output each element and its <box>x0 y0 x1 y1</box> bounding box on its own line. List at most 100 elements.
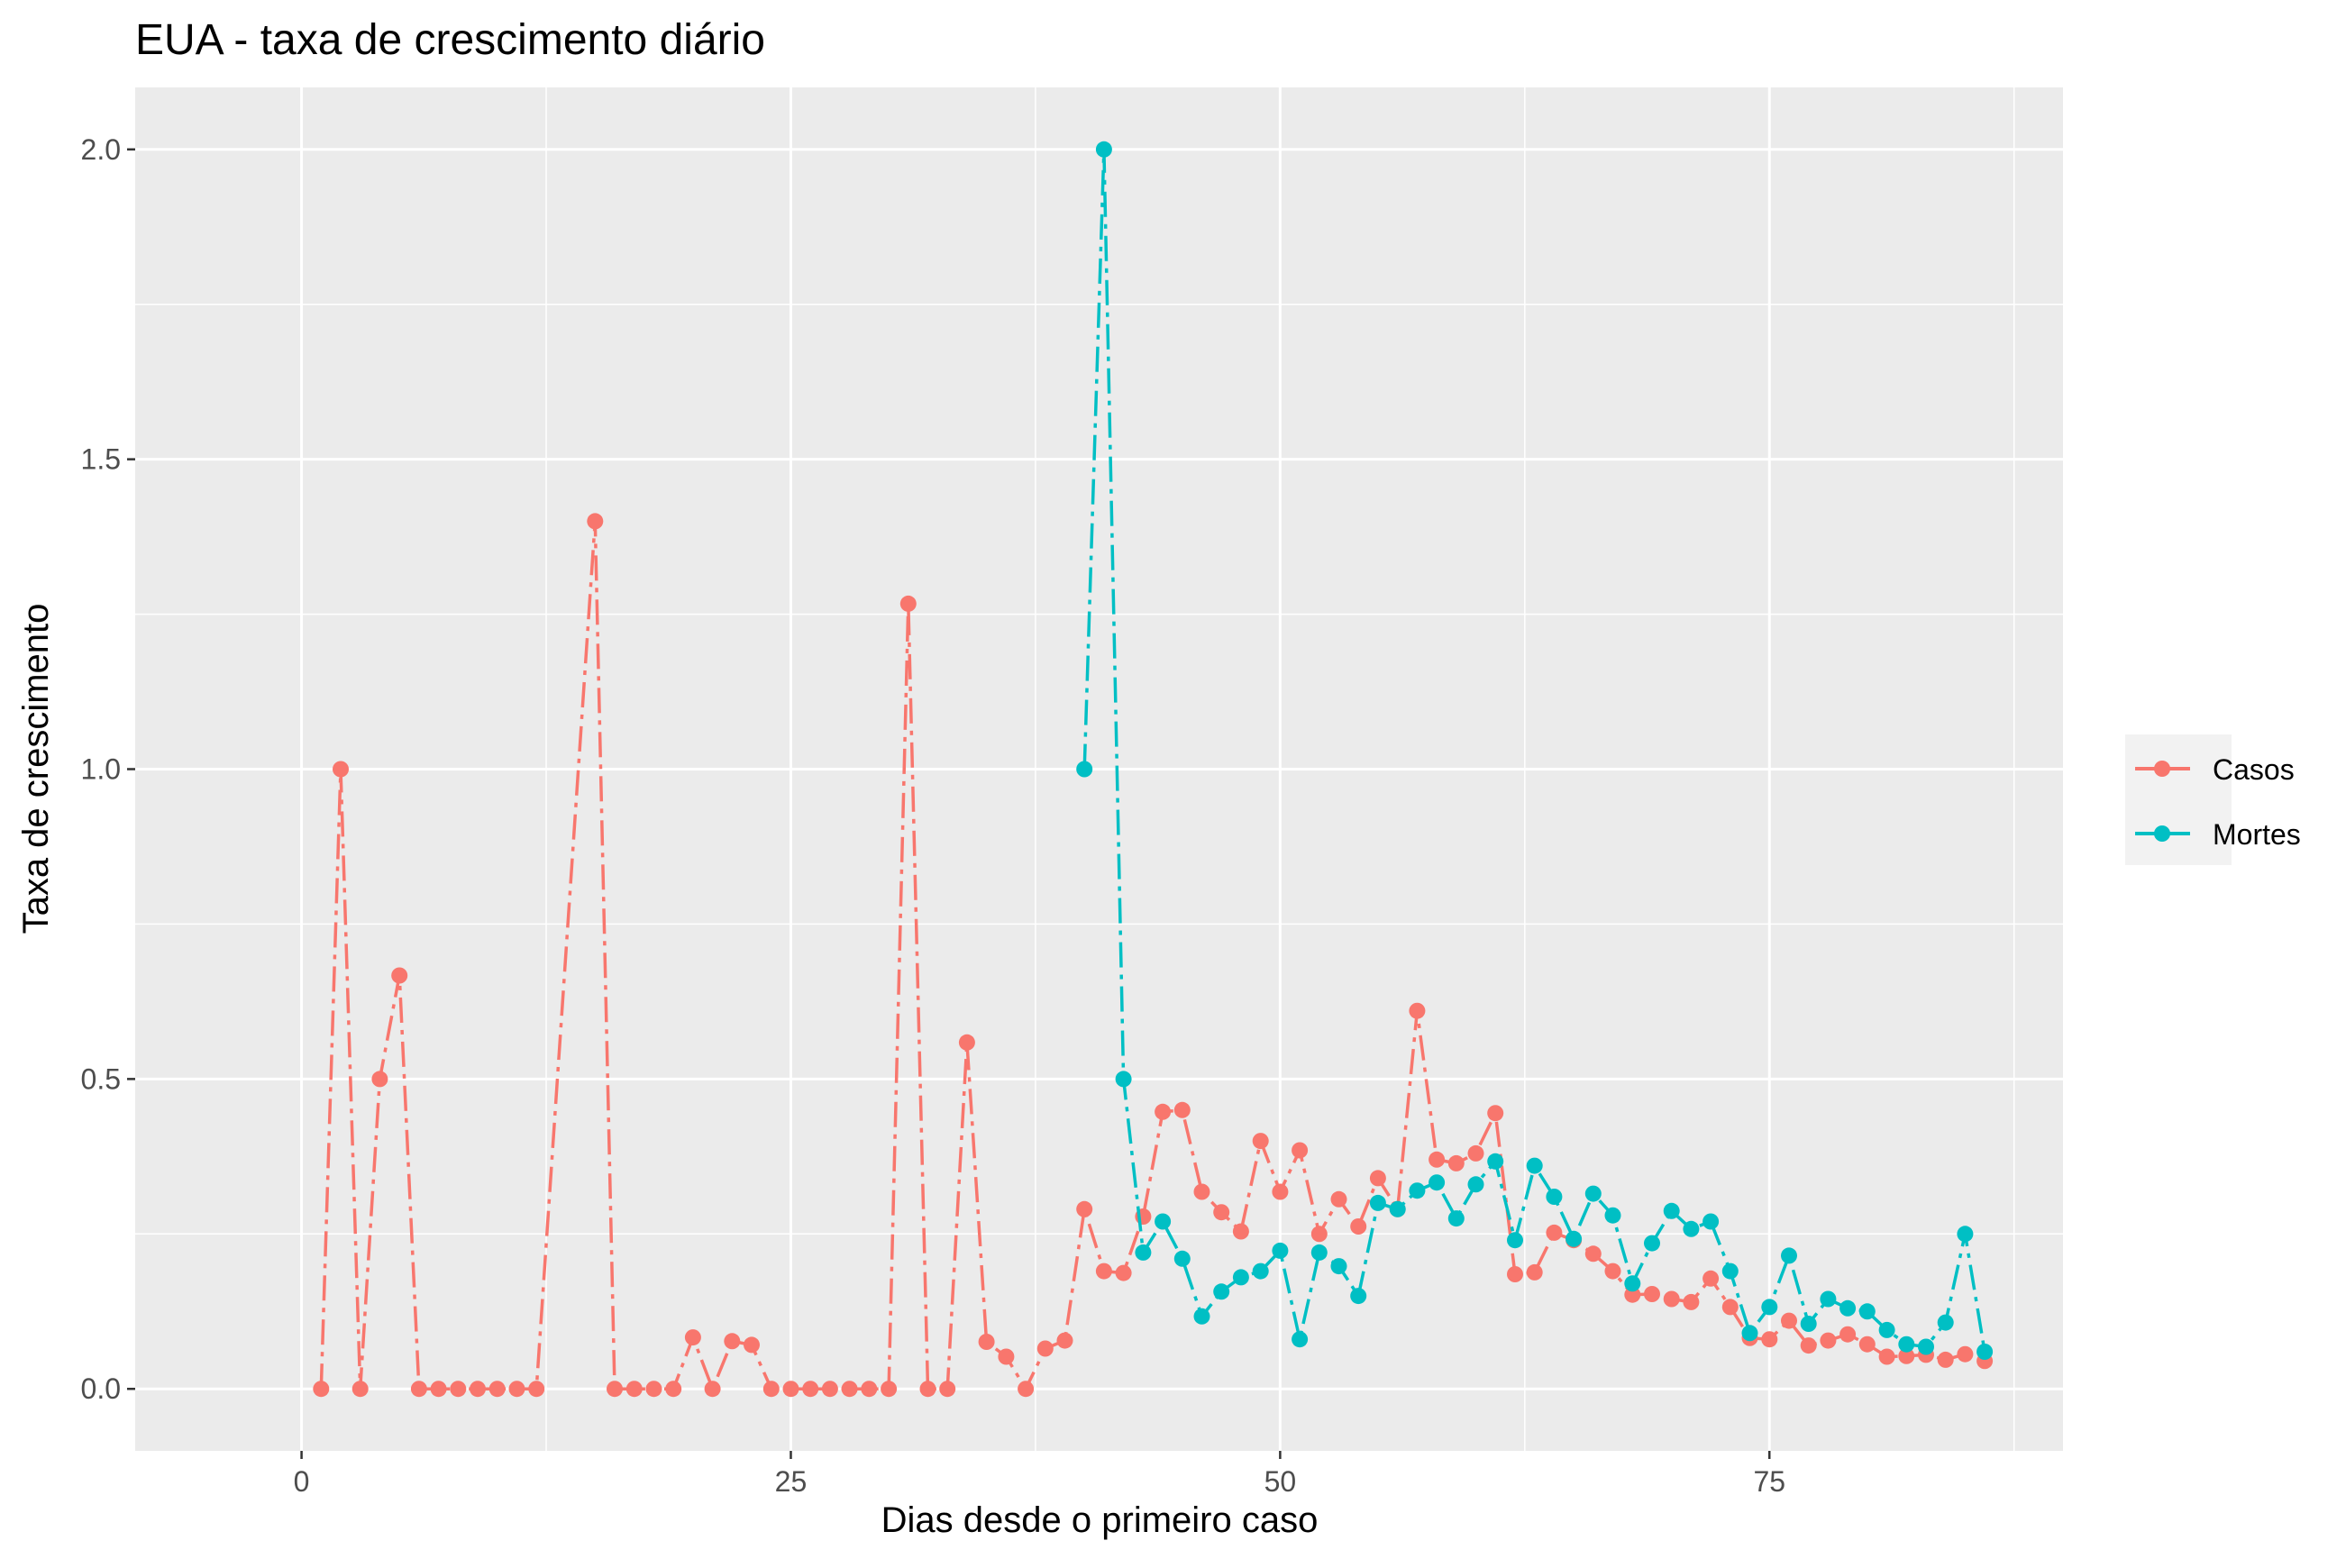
data-point-casos <box>1839 1326 1857 1343</box>
grid-lines <box>135 87 2063 1451</box>
data-point-casos <box>665 1381 682 1398</box>
data-point-casos <box>410 1381 427 1398</box>
data-point-casos <box>1173 1101 1191 1118</box>
data-point-mortes <box>1546 1189 1563 1205</box>
chart-title: EUA - taxa de crescimento diário <box>135 16 765 64</box>
data-point-casos <box>1526 1263 1543 1281</box>
data-point-casos <box>1447 1154 1465 1171</box>
data-point-casos <box>1781 1312 1797 1329</box>
data-point-casos <box>1115 1264 1132 1281</box>
data-point-casos <box>371 1071 388 1088</box>
y-tick-label: 0.5 <box>81 1062 121 1095</box>
data-point-casos <box>744 1336 760 1354</box>
data-point-casos <box>508 1381 525 1398</box>
data-point-mortes <box>1839 1299 1857 1317</box>
data-point-mortes <box>1663 1202 1680 1219</box>
data-point-casos <box>333 761 349 778</box>
y-tick-label: 2.0 <box>81 133 121 166</box>
data-point-casos <box>1800 1337 1817 1354</box>
data-point-mortes <box>1155 1213 1172 1230</box>
data-point-mortes <box>1193 1308 1210 1325</box>
data-point-mortes <box>1702 1213 1720 1230</box>
data-point-casos <box>821 1381 838 1398</box>
data-point-casos <box>899 595 917 612</box>
data-point-casos <box>1467 1144 1484 1162</box>
data-point-casos <box>1683 1293 1700 1310</box>
data-point-mortes <box>1447 1210 1465 1227</box>
data-point-casos <box>1820 1332 1837 1349</box>
data-point-casos <box>1546 1224 1563 1241</box>
data-point-mortes <box>1604 1207 1621 1224</box>
data-point-casos <box>1487 1105 1504 1122</box>
data-point-casos <box>958 1034 975 1051</box>
legend-label-casos: Casos <box>2213 753 2295 786</box>
data-point-mortes <box>1976 1344 1994 1360</box>
data-point-casos <box>1604 1263 1621 1280</box>
data-point-mortes <box>1310 1244 1328 1261</box>
data-point-casos <box>430 1381 447 1398</box>
data-point-casos <box>1878 1348 1895 1365</box>
data-point-mortes <box>1467 1176 1484 1193</box>
data-point-mortes <box>1878 1321 1895 1338</box>
y-axis: 0.0 0.5 1.0 1.5 2.0 <box>81 133 135 1405</box>
data-point-mortes <box>1800 1316 1817 1332</box>
data-point-mortes <box>1918 1338 1934 1355</box>
data-point-mortes <box>1820 1290 1837 1308</box>
data-point-casos <box>762 1381 780 1398</box>
data-point-mortes <box>1858 1303 1876 1320</box>
data-point-casos <box>1076 1200 1093 1217</box>
y-tick-label: 1.5 <box>81 443 121 476</box>
x-tick-label: 0 <box>294 1465 310 1498</box>
data-point-mortes <box>1624 1275 1641 1292</box>
data-point-casos <box>1937 1351 1954 1368</box>
x-tick-label: 75 <box>1753 1465 1785 1498</box>
data-point-casos <box>978 1334 995 1350</box>
legend-background <box>2125 734 2232 865</box>
data-point-casos <box>470 1381 486 1398</box>
data-point-mortes <box>1507 1232 1523 1249</box>
legend-label-mortes: Mortes <box>2213 818 2301 851</box>
data-point-casos <box>645 1381 662 1398</box>
data-point-casos <box>782 1381 799 1398</box>
legend-key-casos-marker <box>2154 761 2170 777</box>
data-point-casos <box>1898 1347 1915 1364</box>
data-point-casos <box>1721 1299 1739 1316</box>
data-point-mortes <box>1350 1288 1367 1305</box>
legend-item-mortes: Mortes <box>2135 818 2301 851</box>
data-point-mortes <box>1487 1153 1504 1170</box>
data-point-casos <box>1036 1340 1054 1357</box>
data-point-casos <box>939 1381 956 1398</box>
data-point-casos <box>1330 1190 1347 1208</box>
data-point-casos <box>607 1381 623 1398</box>
x-axis: 0 25 50 75 <box>294 1451 1785 1498</box>
data-point-casos <box>391 967 408 984</box>
data-point-casos <box>1957 1345 1974 1363</box>
series-layer <box>313 141 1994 1398</box>
data-point-mortes <box>1135 1244 1152 1261</box>
data-point-mortes <box>1429 1174 1446 1191</box>
data-point-mortes <box>1721 1263 1739 1280</box>
data-point-casos <box>1252 1133 1269 1150</box>
data-point-casos <box>1761 1331 1778 1348</box>
data-point-casos <box>1507 1266 1523 1282</box>
y-tick-label: 0.0 <box>81 1372 121 1405</box>
data-point-mortes <box>1584 1185 1602 1202</box>
data-point-mortes <box>1741 1325 1758 1342</box>
data-point-mortes <box>1389 1200 1406 1217</box>
data-point-mortes <box>1937 1314 1954 1331</box>
data-point-mortes <box>1409 1182 1426 1199</box>
data-point-casos <box>1702 1270 1720 1287</box>
data-point-mortes <box>1898 1336 1915 1353</box>
data-point-mortes <box>1076 761 1093 778</box>
data-point-casos <box>1644 1286 1660 1302</box>
data-point-casos <box>919 1381 936 1398</box>
data-point-casos <box>313 1381 330 1398</box>
data-point-casos <box>488 1381 506 1398</box>
data-point-casos <box>1409 1002 1426 1019</box>
data-point-casos <box>1350 1218 1367 1235</box>
data-point-mortes <box>1095 141 1112 158</box>
data-point-casos <box>704 1381 721 1398</box>
x-tick-label: 50 <box>1264 1465 1297 1498</box>
data-point-casos <box>1155 1103 1172 1120</box>
data-point-casos <box>1095 1263 1112 1280</box>
